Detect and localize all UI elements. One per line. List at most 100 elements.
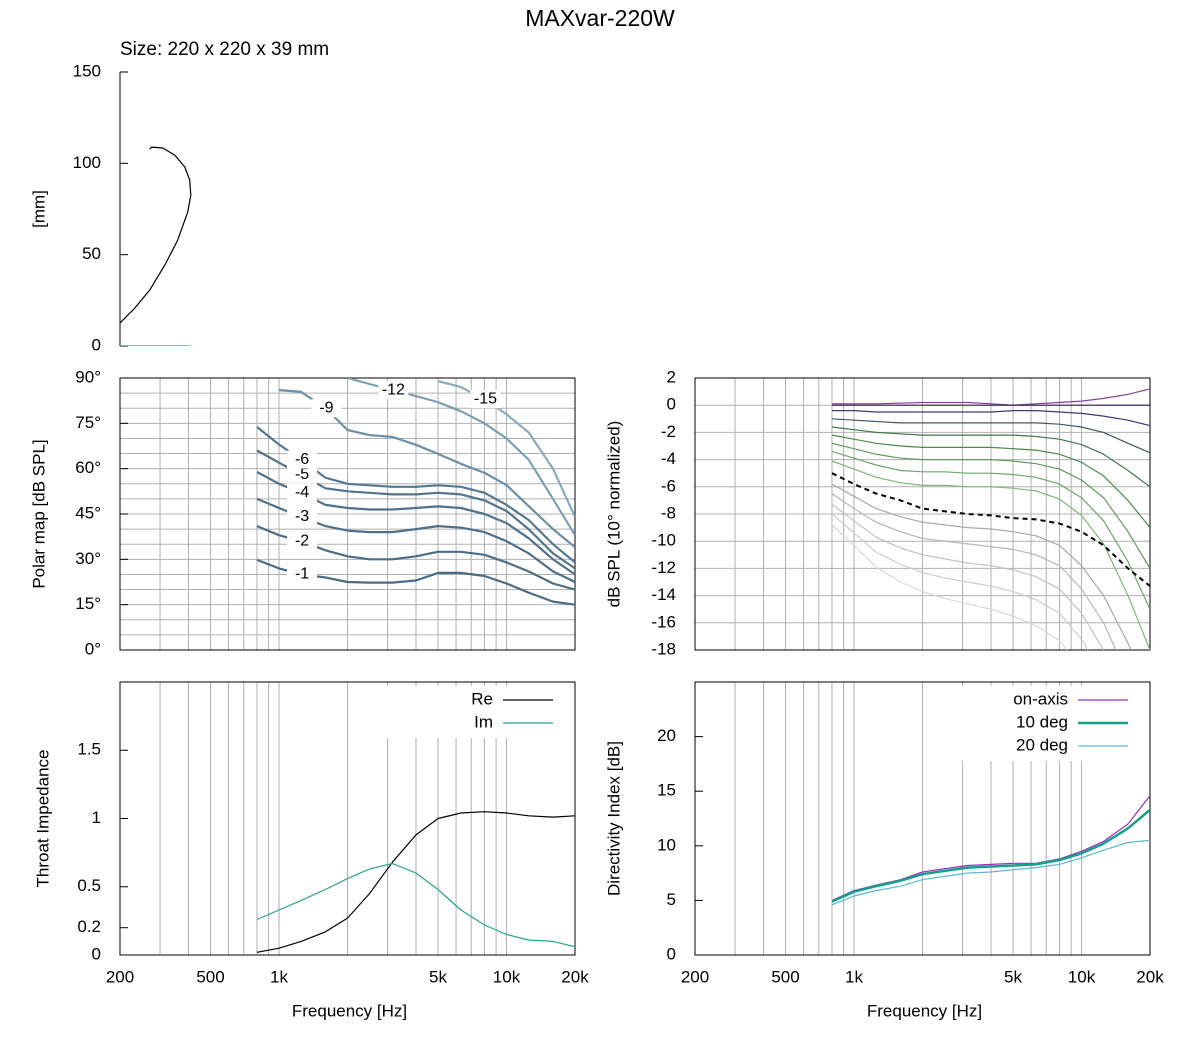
- x-tick-label: 10k: [1068, 967, 1096, 986]
- y-tick-label: 150: [73, 61, 101, 80]
- x-tick-label: 10k: [493, 967, 521, 986]
- plot-area: [831, 388, 1150, 650]
- series-line: [831, 483, 1132, 650]
- contour-label: -2: [295, 532, 309, 549]
- series-line: [831, 442, 1150, 569]
- legend-label: Re: [471, 689, 493, 708]
- y-tick-label: 0: [92, 944, 101, 963]
- y-tick-label: -14: [651, 585, 676, 604]
- plot-frame: [119, 681, 576, 956]
- x-tick-label: 20k: [1136, 967, 1164, 986]
- x-axis-label: Frequency [Hz]: [867, 1001, 982, 1020]
- contour-line: [347, 378, 575, 536]
- chart-panel: 200 500 1k 5k 10k 20k 0 0.2 0.5 1 1.5 Frequency [Hz…: [33, 681, 589, 1020]
- y-axis-label: dB SPL (10° normalized): [604, 421, 623, 608]
- legend-label: 10 deg: [1016, 712, 1068, 731]
- series-line: [831, 460, 1150, 650]
- y-tick-label: 90°: [75, 367, 101, 386]
- contour-label-bg: [311, 399, 342, 418]
- series-line: [256, 811, 575, 953]
- series-line: [831, 524, 1068, 650]
- contour-label-bg: [287, 508, 318, 527]
- x-tick-label: 5k: [429, 967, 447, 986]
- y-tick-label: -4: [661, 449, 676, 468]
- chart-panel: 0° 15° 30° 45° 60° 75° 90° Polar map [dB SPL] -1…: [29, 367, 576, 658]
- y-tick-label: 0.2: [77, 917, 101, 936]
- y-tick-label: -12: [651, 558, 676, 577]
- y-axis-label: Directivity Index [dB]: [604, 741, 623, 896]
- plot-frame: [694, 377, 1151, 651]
- series-line: [831, 472, 1150, 587]
- y-tick-label: -18: [651, 639, 676, 658]
- series-line: [832, 388, 1150, 406]
- plot-area: [256, 811, 575, 953]
- x-tick-label: 1k: [270, 967, 288, 986]
- x-tick-label: 500: [196, 967, 224, 986]
- x-tick-label: 20k: [561, 967, 589, 986]
- contour-label-bg: [287, 450, 318, 469]
- contour-line: [437, 379, 575, 518]
- y-tick-label: 15°: [75, 594, 101, 613]
- contour-label: -5: [295, 466, 309, 483]
- chart-panel: 0 50 100 150 Size: 220 x 220 x 39 mm [mm]: [29, 39, 329, 354]
- y-tick-label: 15: [657, 781, 676, 800]
- contour-label-bg: [470, 390, 501, 409]
- series-line: [831, 418, 1150, 454]
- series-line: [831, 493, 1117, 650]
- series-line: [831, 426, 1150, 488]
- chart-panel: 200 500 1k 5k 10k 20k 0 5 10 15 20 Frequency [Hz] Di…: [604, 681, 1164, 1020]
- contour-label: -1: [295, 566, 309, 583]
- plot-area: [120, 146, 192, 346]
- y-tick-label: -16: [651, 612, 676, 631]
- x-tick-label: 200: [106, 967, 134, 986]
- contour-label: -12: [382, 381, 405, 398]
- x-tick-label: 200: [681, 967, 709, 986]
- contour-label-bg: [378, 381, 409, 400]
- y-tick-label: 100: [73, 153, 101, 172]
- plot-frame: [694, 681, 1151, 956]
- series-line: [831, 808, 1150, 903]
- legend-label: on-axis: [1013, 689, 1068, 708]
- contour-label-bg: [287, 565, 318, 584]
- y-tick-label: 1: [92, 808, 101, 827]
- chart-subtitle: Size: 220 x 220 x 39 mm: [120, 39, 329, 60]
- y-tick-label: 75°: [75, 413, 101, 432]
- y-tick-label: 60°: [75, 458, 101, 477]
- x-tick-label: 5k: [1004, 967, 1022, 986]
- y-tick-label: -8: [661, 503, 676, 522]
- contour-label: -9: [319, 399, 333, 416]
- x-tick-label: 500: [771, 967, 799, 986]
- contour-label-bg: [287, 532, 318, 551]
- contour-label: -3: [295, 508, 309, 525]
- legend-label: 20 deg: [1016, 735, 1068, 754]
- series-line: [831, 504, 1105, 650]
- chart-panel: -18 -16 -14 -12 -10 -8 -6 -4 -2 0 2 dB SPL (10° nor…: [604, 367, 1151, 658]
- series-line: [831, 839, 1150, 906]
- legend-label: Im: [474, 712, 493, 731]
- y-tick-label: -2: [661, 422, 676, 441]
- legend-box: [385, 686, 571, 738]
- x-tick-label: 1k: [845, 967, 863, 986]
- contour-label: -6: [295, 451, 309, 468]
- x-axis-label: Frequency [Hz]: [292, 1001, 407, 1020]
- y-tick-label: 0: [667, 395, 676, 414]
- y-tick-label: 5: [667, 890, 676, 909]
- plot-area: [831, 795, 1150, 906]
- contour-label: -15: [474, 390, 497, 407]
- y-tick-label: 0: [667, 944, 676, 963]
- y-tick-label: -6: [661, 476, 676, 495]
- contour-label-bg: [287, 483, 318, 502]
- contour-label-bg: [287, 465, 318, 484]
- y-tick-label: 0°: [85, 639, 101, 658]
- series-line: [832, 410, 1150, 427]
- figure-title: MAXvar-220W: [525, 5, 675, 31]
- y-tick-label: 2: [667, 367, 676, 386]
- y-tick-label: 0: [92, 335, 101, 354]
- y-tick-label: 1.5: [77, 740, 101, 759]
- y-tick-label: 0.5: [77, 876, 101, 895]
- y-tick-label: 10: [657, 835, 676, 854]
- y-tick-label: -10: [651, 531, 676, 550]
- y-tick-label: 20: [657, 726, 676, 745]
- series-line: [831, 513, 1089, 650]
